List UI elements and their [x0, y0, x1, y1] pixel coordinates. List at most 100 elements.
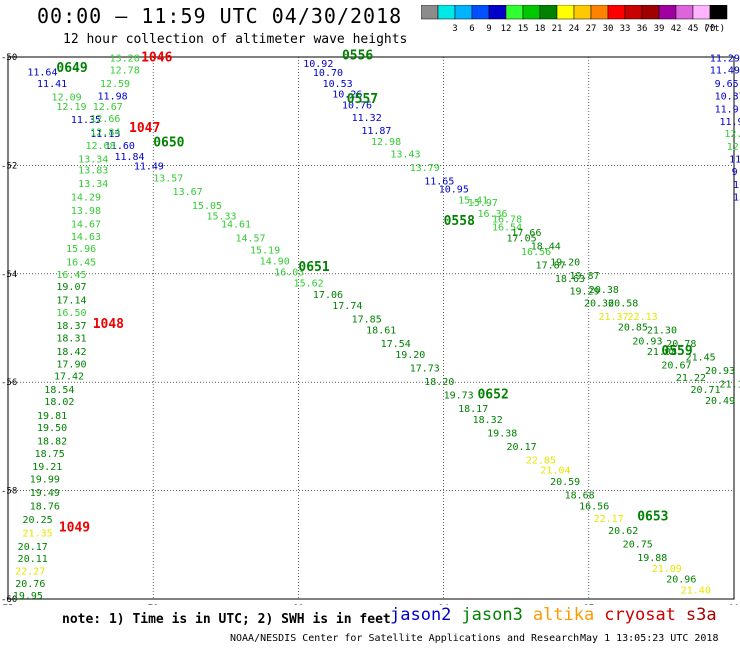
swh-label: 20.36	[584, 298, 614, 309]
swh-label: 10.53	[323, 79, 353, 90]
swh-label: 16.54	[492, 222, 522, 233]
swh-label: 21.22	[676, 373, 706, 384]
pass-time-label: 0559	[661, 344, 692, 359]
y-tick-label: -52	[1, 161, 17, 171]
scale-label: 21	[552, 24, 563, 34]
axis-ticks: 75 78 81 84 87 90 -50 -52 -54 -56 -58 -60	[1, 53, 739, 605]
scale-label: 39	[654, 24, 665, 34]
swh-label: 13.83	[78, 166, 108, 177]
swh-label: 18.37	[56, 321, 86, 332]
swh-label: 11.47	[729, 155, 740, 166]
scale-label: 6	[469, 24, 474, 34]
swh-label: 17.66	[511, 228, 541, 239]
swh-label: 20.59	[550, 477, 580, 488]
swh-label: 11.64	[27, 67, 57, 78]
swh-label: 18.32	[473, 415, 503, 426]
swh-label: 19.73	[444, 390, 474, 401]
swh-label: 15.96	[66, 244, 96, 255]
swh-label: 11.35	[71, 115, 101, 126]
swh-label: 20.58	[608, 298, 638, 309]
swh-label: 14.29	[71, 193, 101, 204]
swh-label: 22.27	[15, 567, 45, 578]
scale-label: 15	[518, 24, 529, 34]
swh-label: 15.62	[294, 278, 324, 289]
swh-label: 20.49	[705, 396, 735, 407]
swh-label: 20.17	[18, 542, 48, 553]
swh-label: 13.57	[153, 174, 183, 185]
plot-frame	[7, 56, 735, 600]
swh-label: 11.29	[710, 53, 740, 64]
swh-label: 17.74	[332, 301, 362, 312]
swh-label: 16.36	[477, 209, 507, 220]
chart-title: 00:00 – 11:59 UTC 04/30/2018	[37, 4, 403, 28]
swh-label: 19.87	[569, 271, 599, 282]
swh-label: 11.49	[710, 65, 740, 76]
swh-label: 15.41	[458, 195, 488, 206]
swh-label: 12.09	[52, 92, 82, 103]
swh-label: 10.70	[313, 68, 343, 79]
swh-label: 19.20	[550, 258, 580, 269]
scale-label: 45	[688, 24, 699, 34]
swh-label: 16.78	[492, 214, 522, 225]
swh-label: 14.57	[235, 233, 265, 244]
swh-label: 20.76	[15, 579, 45, 590]
swh-label: 12.84	[90, 128, 120, 139]
swh-label: 13.28	[110, 53, 140, 64]
y-tick-label: -54	[1, 270, 17, 280]
swh-label: 18.63	[555, 274, 585, 285]
grid-lines	[7, 56, 735, 600]
swh-label: 19.38	[487, 428, 517, 439]
swh-label: 13.79	[410, 163, 440, 174]
scale-label: 33	[620, 24, 631, 34]
swh-label: 19.21	[32, 462, 62, 473]
swh-label: 9.65	[715, 79, 739, 90]
swh-label: 15.05	[192, 201, 222, 212]
swh-label: 19.88	[637, 553, 667, 564]
y-tick-label: -58	[1, 487, 17, 497]
swh-label: 20.71	[690, 385, 720, 396]
swh-label: 21.04	[540, 465, 570, 476]
swh-label: 15.97	[468, 198, 498, 209]
swh-label: 13.43	[390, 149, 420, 160]
scale-label: 27	[586, 24, 597, 34]
swh-label: 10.37	[715, 91, 740, 102]
swh-label: 11.98	[98, 91, 128, 102]
swh-label: 16.03	[274, 267, 304, 278]
swh-label: 20.78	[666, 339, 696, 350]
swh-label: 12.19	[56, 102, 86, 113]
swh-label: 18.75	[35, 449, 65, 460]
swh-label: 18.61	[366, 325, 396, 336]
swh-label: 21.17	[719, 380, 740, 391]
scale-label: 42	[671, 24, 682, 34]
swh-label: 11.60	[105, 141, 135, 152]
pass-time-labels: 1046 1047 1048 1049 0649 0650 0651 0652 0653 0556…	[56, 49, 692, 536]
swh-label: 12.51	[727, 142, 740, 153]
swh-label: 14.90	[260, 257, 290, 268]
swh-label: 12.48	[724, 129, 740, 140]
swh-label: 11.32	[352, 113, 382, 124]
swh-label: 11.84	[114, 152, 144, 163]
y-tick-label: -56	[1, 378, 17, 388]
swh-label: 10.95	[439, 185, 469, 196]
swh-label: 20.67	[661, 361, 691, 372]
swh-label: 10.76	[342, 100, 372, 111]
swh-label: 19.20	[395, 350, 425, 361]
legend-s3a: s3a	[685, 605, 717, 625]
pass-time-label: 1048	[93, 317, 124, 332]
x-tick-label: 78	[148, 604, 159, 605]
swh-label: 18.44	[531, 241, 561, 252]
swh-label: 19.95	[13, 591, 43, 602]
swh-label: 10.92	[303, 59, 333, 70]
x-tick-label: 87	[583, 604, 594, 605]
swh-label: 19.49	[30, 488, 60, 499]
swh-label: 17.54	[381, 339, 411, 350]
scale-swatch	[709, 5, 728, 20]
swh-label: 19.07	[56, 282, 86, 293]
swh-label: 20.93	[705, 366, 735, 377]
swh-label: 14.63	[71, 232, 101, 243]
swh-label: 21.45	[686, 353, 716, 364]
swh-label: 20.75	[623, 540, 653, 551]
pass-time-label: 0652	[477, 387, 508, 402]
swh-label: 21.30	[647, 325, 677, 336]
scale-label: 18	[535, 24, 546, 34]
